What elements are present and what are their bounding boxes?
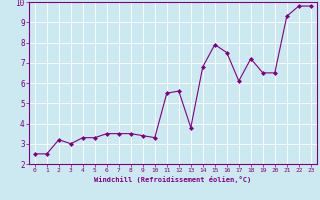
X-axis label: Windchill (Refroidissement éolien,°C): Windchill (Refroidissement éolien,°C) [94, 176, 252, 183]
